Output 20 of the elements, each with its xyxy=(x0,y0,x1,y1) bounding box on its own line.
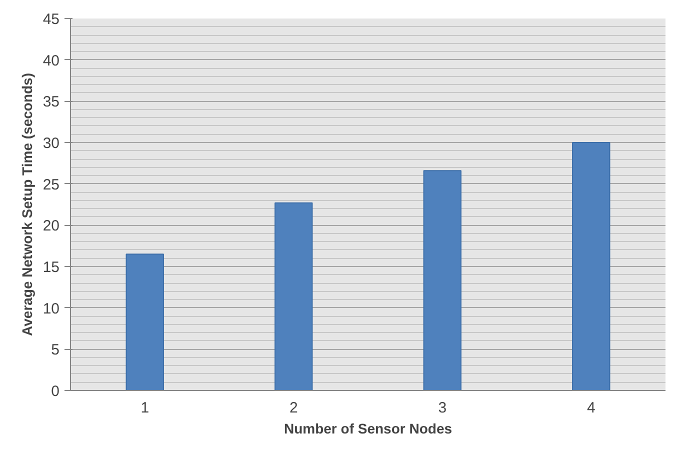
bar xyxy=(572,142,610,390)
x-axis-title: Number of Sensor Nodes xyxy=(284,420,452,436)
y-tick-label: 30 xyxy=(42,135,60,152)
x-tick-label: 3 xyxy=(438,400,447,416)
y-tick-label: 10 xyxy=(42,300,60,318)
x-tick-label: 2 xyxy=(289,400,298,416)
y-tick-label: 25 xyxy=(42,176,60,194)
x-tick-label: 4 xyxy=(586,400,596,416)
x-tick-label: 1 xyxy=(140,400,150,416)
y-tick-label: 0 xyxy=(51,383,60,400)
y-axis-title: Average Network Setup Time (seconds) xyxy=(18,73,35,336)
y-tick-label: 5 xyxy=(51,342,60,359)
y-tick-label: 20 xyxy=(42,218,60,235)
bar xyxy=(126,254,164,390)
y-tick-label: 15 xyxy=(42,259,60,276)
bar xyxy=(423,170,462,390)
y-tick-label: 45 xyxy=(42,11,60,28)
y-tick-label: 40 xyxy=(42,52,60,70)
y-tick-label: 35 xyxy=(42,94,60,111)
bar xyxy=(274,202,313,390)
